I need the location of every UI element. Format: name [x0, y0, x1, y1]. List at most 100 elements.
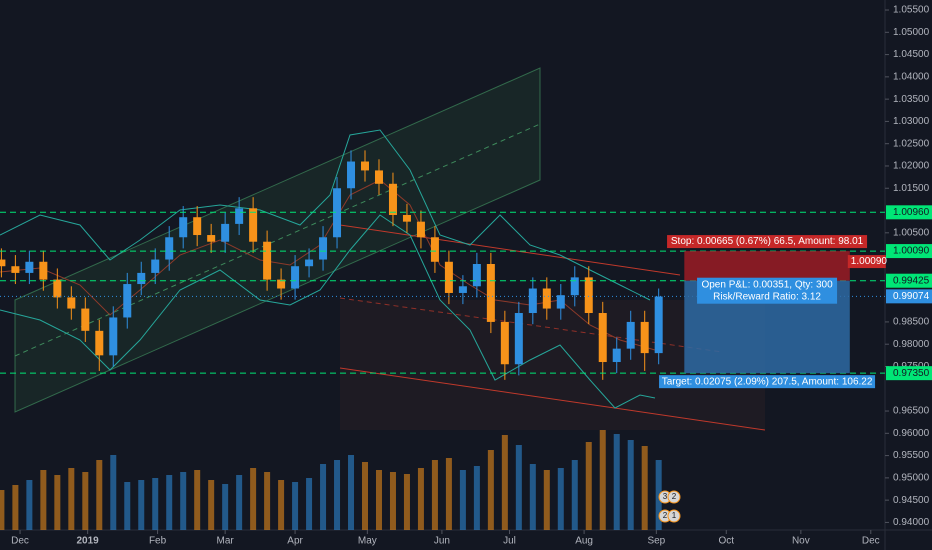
y-tick-label: 1.04000 [893, 72, 930, 83]
volume-bar [208, 480, 215, 530]
volume-bar [166, 475, 173, 530]
x-tick-label: Mar [217, 536, 235, 547]
volume-bar [194, 470, 201, 530]
volume-bar [487, 450, 494, 530]
volume-bar [445, 458, 452, 530]
volume-bar [403, 474, 410, 530]
candle-body [486, 263, 495, 322]
volume-bar [222, 484, 229, 530]
level-tag [886, 366, 932, 381]
last-price-label: 0.99074 [893, 291, 930, 302]
candle-body [430, 237, 439, 262]
candle-body [640, 321, 649, 354]
volume-bar [152, 478, 159, 530]
candle-body [207, 235, 216, 242]
bollinger-upper [0, 129, 651, 301]
candle-body [53, 279, 62, 298]
volume-bar [417, 468, 424, 530]
volume-bar [138, 480, 145, 530]
ascending-channel [14, 67, 541, 413]
y-tick-label: 1.02000 [893, 161, 930, 172]
candle-body [39, 261, 48, 280]
candle-body [277, 279, 286, 289]
level-tag [886, 205, 932, 220]
x-tick-label: Dec [11, 536, 29, 547]
candle-body [193, 217, 202, 236]
volume-bar [12, 485, 19, 530]
candle-body [221, 223, 230, 242]
x-tick-label: Dec [862, 536, 880, 547]
y-tick-label: 0.98000 [893, 339, 930, 350]
descending-channel-bottom [339, 367, 766, 431]
candle-body [458, 286, 467, 293]
candle-body [95, 330, 104, 356]
level-tag [886, 244, 932, 259]
x-tick-label: May [358, 536, 377, 547]
y-tick-label: 1.05000 [893, 27, 930, 38]
channel-midline [14, 123, 541, 357]
x-tick-label: Nov [792, 536, 810, 547]
level-label: 0.97350 [893, 368, 930, 379]
candle-body [584, 277, 593, 314]
y-tick-label: 0.98500 [893, 317, 930, 328]
volume-bar [124, 482, 131, 530]
event-badge-label: 2 [663, 511, 668, 520]
event-badge [667, 509, 681, 523]
volume-bar [54, 475, 61, 530]
candle-body [556, 295, 565, 309]
last-price-tag [886, 289, 932, 304]
descending-channel-mid [339, 297, 723, 353]
candle-body [333, 188, 342, 238]
level-label: 1.00090 [893, 246, 930, 257]
volume-bar [362, 462, 369, 530]
candle-body [612, 348, 621, 363]
volume-bar [236, 475, 243, 530]
ratio-label: Risk/Reward Ratio: 3.12 [713, 291, 821, 302]
candle-body [291, 266, 300, 289]
candle-body [347, 161, 356, 189]
candle-body [626, 321, 635, 349]
y-tick-label: 0.96000 [893, 428, 930, 439]
candle-body [374, 170, 383, 184]
volume-bar [348, 455, 355, 530]
stop-label: Stop: 0.00665 (0.67%) 66.5, Amount: 98.0… [671, 236, 864, 247]
candle-body [25, 261, 34, 273]
level-tag [886, 273, 932, 288]
volume-bar [26, 480, 33, 530]
candle-body [123, 284, 132, 318]
x-tick-label: Jun [434, 536, 450, 547]
volume-bar [320, 464, 327, 530]
candle-body [514, 313, 523, 365]
candle-body [109, 317, 118, 356]
stop-zone [684, 251, 850, 281]
candle-body [388, 183, 397, 215]
target-label: Target: 0.02075 (2.09%) 207.5, Amount: 1… [662, 376, 873, 387]
y-tick-label: 0.95500 [893, 450, 930, 461]
candle-body [361, 161, 370, 171]
x-tick-label: Jul [503, 536, 516, 547]
volume-bar [292, 482, 299, 530]
volume-bar [557, 468, 564, 530]
volume-bar [180, 472, 187, 530]
x-tick-label: Aug [575, 536, 593, 547]
event-badge-label: 2 [672, 492, 677, 501]
candle-body [416, 221, 425, 238]
volume-bar [264, 472, 271, 530]
candle-body [0, 259, 6, 267]
volume-bar [529, 464, 536, 530]
level-label: 0.99425 [893, 275, 930, 286]
candle-body [654, 296, 663, 354]
y-tick-label: 1.00500 [893, 227, 930, 238]
event-badge-label: 1 [672, 511, 677, 520]
y-tick-label: 1.02500 [893, 138, 930, 149]
volume-bar [334, 460, 341, 530]
volume-bar [110, 455, 117, 530]
candle-body [179, 217, 188, 238]
volume-bar [543, 470, 550, 530]
candle-body [500, 321, 509, 365]
y-tick-label: 0.94000 [893, 517, 930, 528]
candle-body [472, 263, 481, 287]
volume-bar [68, 468, 75, 530]
